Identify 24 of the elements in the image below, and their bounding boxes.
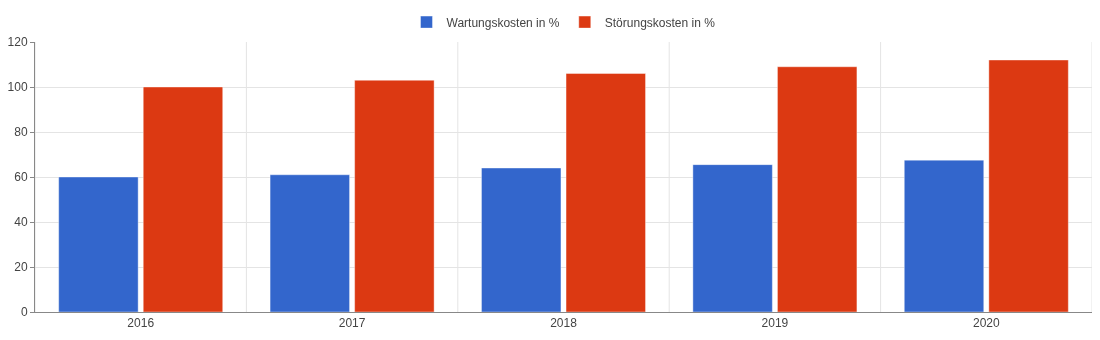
x-tick-label: 2020	[972, 316, 1000, 331]
y-tick-label: 40	[14, 215, 28, 230]
bar	[692, 164, 773, 312]
y-tick-label: 120	[7, 35, 28, 50]
bar	[354, 79, 435, 312]
x-tick-label: 2019	[761, 316, 789, 331]
y-tick-label: 0	[20, 305, 28, 320]
legend-label: Störungskosten in %	[604, 15, 716, 30]
bar	[903, 159, 985, 312]
y-tick-label: 20	[14, 260, 28, 275]
y-tick-label: 100	[7, 80, 28, 95]
y-tick-label: 60	[14, 170, 28, 185]
y-tick-label: 80	[14, 125, 28, 140]
bar	[58, 176, 139, 312]
bar	[565, 73, 647, 312]
bar	[480, 167, 562, 312]
bar	[142, 86, 224, 312]
bar	[776, 66, 858, 312]
x-tick-label: 2016	[127, 316, 155, 331]
x-tick-label: 2017	[338, 316, 366, 331]
bar	[988, 59, 1069, 312]
x-tick-label: 2018	[550, 316, 578, 331]
bar	[269, 174, 351, 312]
legend-label: Wartungskosten in %	[446, 15, 560, 30]
